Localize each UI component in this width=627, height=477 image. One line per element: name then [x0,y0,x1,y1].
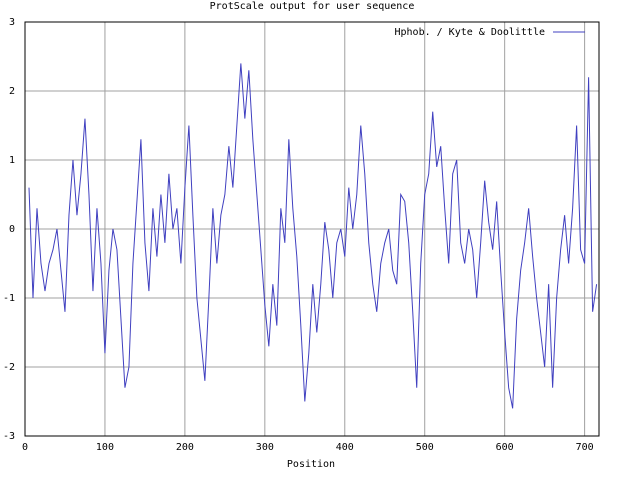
chart-title: ProtScale output for user sequence [210,1,415,12]
y-tick-label: -3 [3,431,15,442]
x-axis-label: Position [287,459,335,470]
plot-frame [24,21,600,437]
y-tick-label: 3 [9,17,15,28]
x-tick-label: 0 [22,442,28,453]
y-tick-label: -2 [3,362,15,373]
x-tick-label: 600 [496,442,514,453]
data-line [28,63,598,409]
legend-label: Hphob. / Kyte & Doolittle [394,27,545,38]
x-tick-label: 500 [416,442,434,453]
x-tick-label: 400 [336,442,354,453]
x-tick-label: 200 [176,442,194,453]
y-tick-label: 2 [9,86,15,97]
x-tick-label: 700 [576,442,594,453]
y-tick-label: 1 [9,155,15,166]
y-tick-label: 0 [9,224,15,235]
y-tick-label: -1 [3,293,15,304]
x-tick-label: 300 [256,442,274,453]
x-tick-label: 100 [96,442,114,453]
